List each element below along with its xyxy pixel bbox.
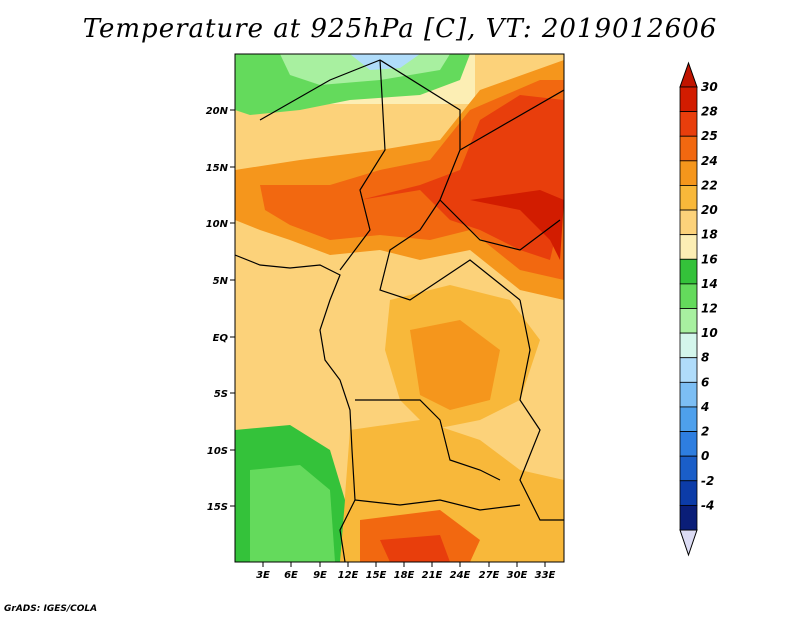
lon-label: 6E: [284, 570, 298, 581]
colorbar-segment: [679, 185, 698, 211]
colorbar-label: 24: [701, 154, 718, 168]
colorbar-segment: [679, 357, 698, 383]
colorbar-segment: [679, 234, 698, 260]
colorbar-label: 4: [700, 400, 709, 414]
colorbar-label: -4: [701, 498, 714, 512]
colorbar-label: 25: [701, 129, 718, 143]
lon-label: 24E: [450, 570, 471, 581]
lon-label: 3E: [256, 570, 270, 581]
temperature-field: [235, 54, 564, 562]
lat-ticks: [230, 109, 235, 507]
colorbar-segment: [679, 283, 698, 309]
map-frame: [234, 53, 565, 563]
lat-label: 15N: [206, 163, 229, 174]
lat-label: 10S: [207, 446, 228, 457]
lon-label: 15E: [366, 570, 387, 581]
lon-labels: 3E 6E 9E 12E 15E 18E 21E 24E 27E 30E 33E: [256, 570, 555, 581]
lon-label: 21E: [422, 570, 443, 581]
lat-label: 5N: [213, 276, 229, 287]
colorbar-segment: [679, 431, 698, 457]
colorbar-label: -2: [701, 474, 714, 488]
lat-label: 10N: [206, 219, 229, 230]
country-borders: [235, 59, 564, 562]
colorbar-label: 20: [701, 203, 718, 217]
colorbar-segment: [679, 480, 698, 506]
colorbar-top-arrow: [679, 61, 698, 88]
lon-label: 18E: [394, 570, 415, 581]
colorbar-segment: [679, 455, 698, 482]
lat-labels: 20N 15N 10N 5N EQ 5S 10S 15S: [206, 106, 229, 513]
lat-label: 20N: [206, 106, 229, 117]
lon-label: 9E: [313, 570, 327, 581]
lon-label: 33E: [535, 570, 556, 581]
colorbar-segment: [679, 332, 698, 359]
map-title: Temperature at 925hPa [C], VT: 201901260…: [82, 14, 718, 44]
colorbar-label: 28: [701, 105, 718, 119]
lon-label: 12E: [338, 570, 359, 581]
colorbar-segment: [679, 381, 698, 408]
colorbar-segment: [679, 111, 698, 137]
colorbar-label: 16: [701, 252, 718, 266]
colorbar-label: 6: [701, 375, 709, 389]
colorbar-label: 18: [701, 228, 718, 242]
colorbar-segment: [679, 135, 698, 162]
colorbar-segment: [679, 504, 698, 531]
colorbar-label: 14: [701, 277, 718, 291]
lon-ticks: [262, 562, 546, 567]
lat-label: EQ: [213, 333, 229, 344]
colorbar-segment: [679, 308, 698, 334]
colorbar-label: 8: [701, 351, 709, 365]
colorbar-label: 10: [701, 326, 718, 340]
lon-label: 27E: [479, 570, 500, 581]
colorbar-label: 2: [701, 425, 709, 439]
colorbar-bottom-arrow: [679, 529, 698, 557]
lon-label: 30E: [507, 570, 528, 581]
colorbar-label: 0: [701, 449, 709, 463]
colorbar-segment: [679, 406, 698, 432]
lat-label: 15S: [207, 502, 228, 513]
colorbar-segment: [679, 258, 698, 285]
lat-label: 5S: [214, 389, 228, 400]
colorbar-segment: [679, 86, 698, 113]
colorbar-label: 22: [701, 178, 718, 192]
grads-credit: GrADS: IGES/COLA: [4, 604, 98, 614]
colorbar-segment: [679, 160, 698, 186]
colorbar-label: 30: [701, 80, 718, 94]
colorbar-label: 12: [701, 302, 718, 316]
colorbar-segment: [679, 209, 698, 236]
